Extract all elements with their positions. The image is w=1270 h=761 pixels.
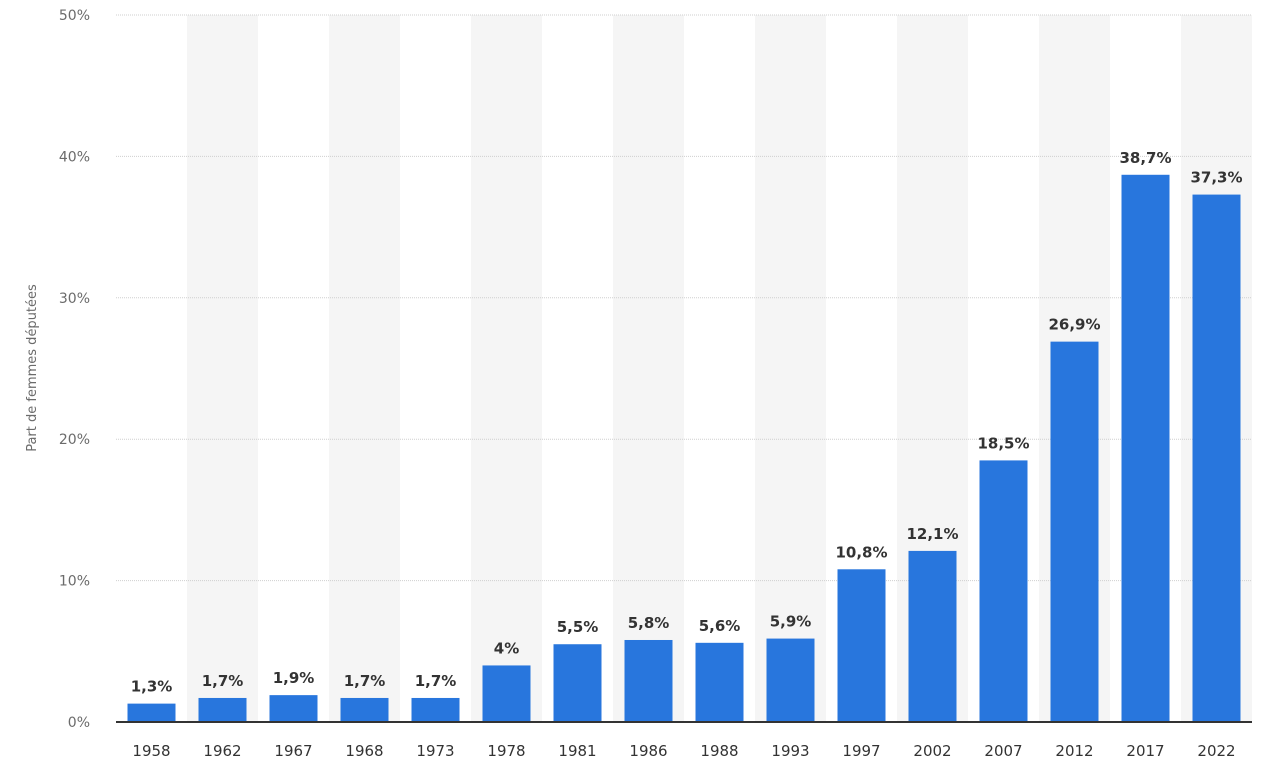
data-label-2022: 37,3% [1190,169,1242,187]
x-tick-label-1973: 1973 [416,742,454,760]
y-tick-label: 10% [59,574,90,590]
x-tick-label-2012: 2012 [1055,742,1093,760]
x-axis-ticks: 1958 1962 1967 1968 1973 1978 1981 1986 1988 1993… [132,742,1235,760]
data-label-1997: 10,8% [835,543,887,561]
band-1986 [613,15,684,722]
bar-2012 [1050,341,1099,722]
bar-1997 [837,569,886,722]
band-1978 [471,15,542,722]
data-label-2007: 18,5% [977,434,1029,452]
data-label-1958: 1,3% [131,678,173,696]
x-tick-label-2022: 2022 [1197,742,1235,760]
data-label-2002: 12,1% [906,525,958,543]
x-tick-label-1962: 1962 [203,742,241,760]
bar-1986 [624,639,673,722]
x-tick-label-1978: 1978 [487,742,525,760]
bar-1978 [482,665,531,722]
x-tick-label-1981: 1981 [558,742,596,760]
x-tick-label-1997: 1997 [842,742,880,760]
band-1968 [329,15,400,722]
x-tick-label-1986: 1986 [629,742,667,760]
y-tick-label: 30% [59,291,90,307]
y-tick-label: 0% [68,715,90,731]
x-tick-label-1958: 1958 [132,742,170,760]
bar-2017 [1121,174,1170,723]
x-tick-label-1968: 1968 [345,742,383,760]
bar-1962 [198,697,247,722]
data-label-1973: 1,7% [415,672,457,690]
bar-2022 [1192,194,1241,722]
x-tick-label-1967: 1967 [274,742,312,760]
x-tick-label-2007: 2007 [984,742,1022,760]
bars [127,174,1241,723]
y-tick-label: 40% [59,149,90,165]
data-label-1981: 5,5% [557,618,599,636]
y-tick-label: 50% [59,8,90,24]
bar-1968 [340,697,389,722]
x-tick-label-1988: 1988 [700,742,738,760]
data-label-1986: 5,8% [628,614,670,632]
band-1993 [755,15,826,722]
data-label-1967: 1,9% [273,669,315,687]
bar-1988 [695,642,744,722]
bar-1993 [766,638,815,722]
data-label-2012: 26,9% [1048,316,1100,334]
bar-1981 [553,644,602,722]
bar-2002 [908,550,957,722]
bar-1973 [411,697,460,722]
bar-2007 [979,460,1028,722]
data-label-1968: 1,7% [344,672,386,690]
bar-1958 [127,703,176,722]
data-label-1962: 1,7% [202,672,244,690]
y-tick-label: 20% [59,432,90,448]
y-axis-title: Part de femmes députées [25,284,40,452]
data-label-1978: 4% [494,639,519,657]
data-label-1993: 5,9% [770,613,812,631]
x-tick-label-2017: 2017 [1126,742,1164,760]
bar-1967 [269,695,318,722]
y-axis-ticks: 0% 10% 20% 30% 40% 50% [59,8,90,731]
x-tick-label-1993: 1993 [771,742,809,760]
data-label-2017: 38,7% [1119,149,1171,167]
data-labels: 1,3% 1,7% 1,9% 1,7% 1,7% 4% 5,5% 5,8% 5,6% 5,9% 10… [131,149,1243,696]
band-1962 [187,15,258,722]
x-tick-label-2002: 2002 [913,742,951,760]
data-label-1988: 5,6% [699,617,741,635]
